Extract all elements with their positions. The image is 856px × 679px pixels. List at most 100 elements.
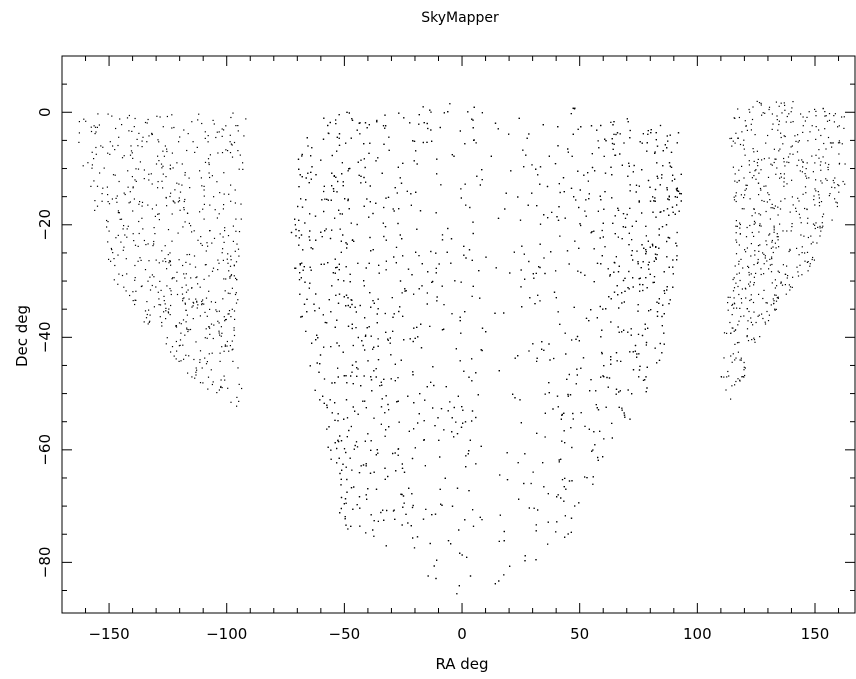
data-point (573, 306, 575, 308)
data-point (414, 447, 416, 449)
data-point (580, 412, 582, 414)
data-point (454, 280, 456, 282)
data-point (820, 134, 822, 137)
data-point (535, 559, 537, 561)
data-point (78, 141, 80, 143)
data-point (350, 222, 352, 224)
data-point (622, 279, 625, 282)
data-point (735, 232, 737, 234)
data-point (384, 435, 386, 437)
data-point (481, 519, 483, 521)
data-point (365, 407, 367, 409)
data-point (365, 532, 367, 534)
data-point (758, 231, 760, 233)
data-point (429, 542, 431, 545)
data-point (384, 412, 386, 414)
data-point (774, 294, 776, 296)
data-point (464, 421, 467, 423)
data-point (838, 125, 840, 127)
data-point (163, 155, 165, 157)
data-point (218, 332, 220, 334)
data-point (397, 454, 399, 456)
data-point (579, 189, 581, 191)
data-point (641, 142, 643, 144)
data-point (335, 176, 337, 178)
data-point (807, 261, 809, 263)
data-point (423, 420, 425, 422)
data-point (641, 334, 644, 337)
data-point (666, 256, 668, 258)
data-point (441, 504, 443, 506)
data-point (801, 252, 803, 254)
data-point (345, 305, 347, 307)
data-point (806, 162, 808, 164)
data-point (520, 269, 522, 271)
data-point (351, 327, 353, 330)
data-point (397, 448, 399, 450)
data-point (828, 113, 831, 115)
data-point (773, 229, 775, 231)
data-point (662, 304, 664, 306)
data-point (334, 272, 336, 274)
data-point (617, 271, 620, 273)
data-point (382, 222, 384, 224)
data-point (298, 230, 300, 232)
data-point (397, 377, 399, 379)
data-point (424, 399, 426, 401)
data-point (126, 117, 129, 119)
data-point (824, 128, 826, 130)
data-point (465, 466, 467, 468)
data-point (411, 457, 414, 460)
data-point (636, 356, 638, 358)
data-point (746, 336, 748, 338)
data-point (443, 112, 445, 114)
data-point (656, 311, 659, 313)
data-point (230, 275, 232, 277)
data-point (229, 134, 231, 136)
data-point (368, 262, 370, 264)
data-point (413, 160, 415, 162)
data-point (780, 176, 782, 178)
data-point (347, 198, 349, 200)
data-point (300, 277, 302, 279)
data-point (237, 150, 239, 152)
data-point (463, 245, 465, 247)
data-point (549, 359, 551, 361)
data-point (571, 339, 573, 341)
data-point (791, 223, 793, 225)
data-point (164, 245, 166, 247)
data-point (542, 124, 544, 126)
data-point (560, 497, 562, 499)
data-point (217, 152, 219, 154)
data-point (120, 241, 122, 243)
data-point (774, 158, 776, 160)
data-point (159, 304, 162, 306)
data-point (521, 306, 523, 308)
data-point (739, 380, 741, 382)
data-point (148, 179, 150, 181)
data-point (539, 300, 541, 302)
data-point (200, 177, 202, 179)
data-point (618, 307, 620, 309)
data-point (426, 122, 428, 125)
data-point (645, 391, 647, 393)
data-point (779, 177, 781, 179)
data-point (397, 222, 399, 225)
data-point (743, 376, 745, 378)
data-point (796, 151, 799, 153)
data-point (434, 425, 436, 427)
data-point (167, 254, 169, 256)
data-point (187, 330, 189, 333)
data-point (757, 245, 760, 247)
data-point (751, 177, 753, 179)
data-point (604, 246, 606, 248)
data-point (108, 258, 110, 260)
data-point (163, 295, 165, 297)
data-point (727, 302, 729, 304)
data-point (445, 386, 447, 388)
data-point (175, 340, 177, 343)
data-point (578, 502, 580, 504)
data-point (221, 346, 223, 348)
data-point (223, 172, 225, 174)
data-point (201, 367, 203, 369)
